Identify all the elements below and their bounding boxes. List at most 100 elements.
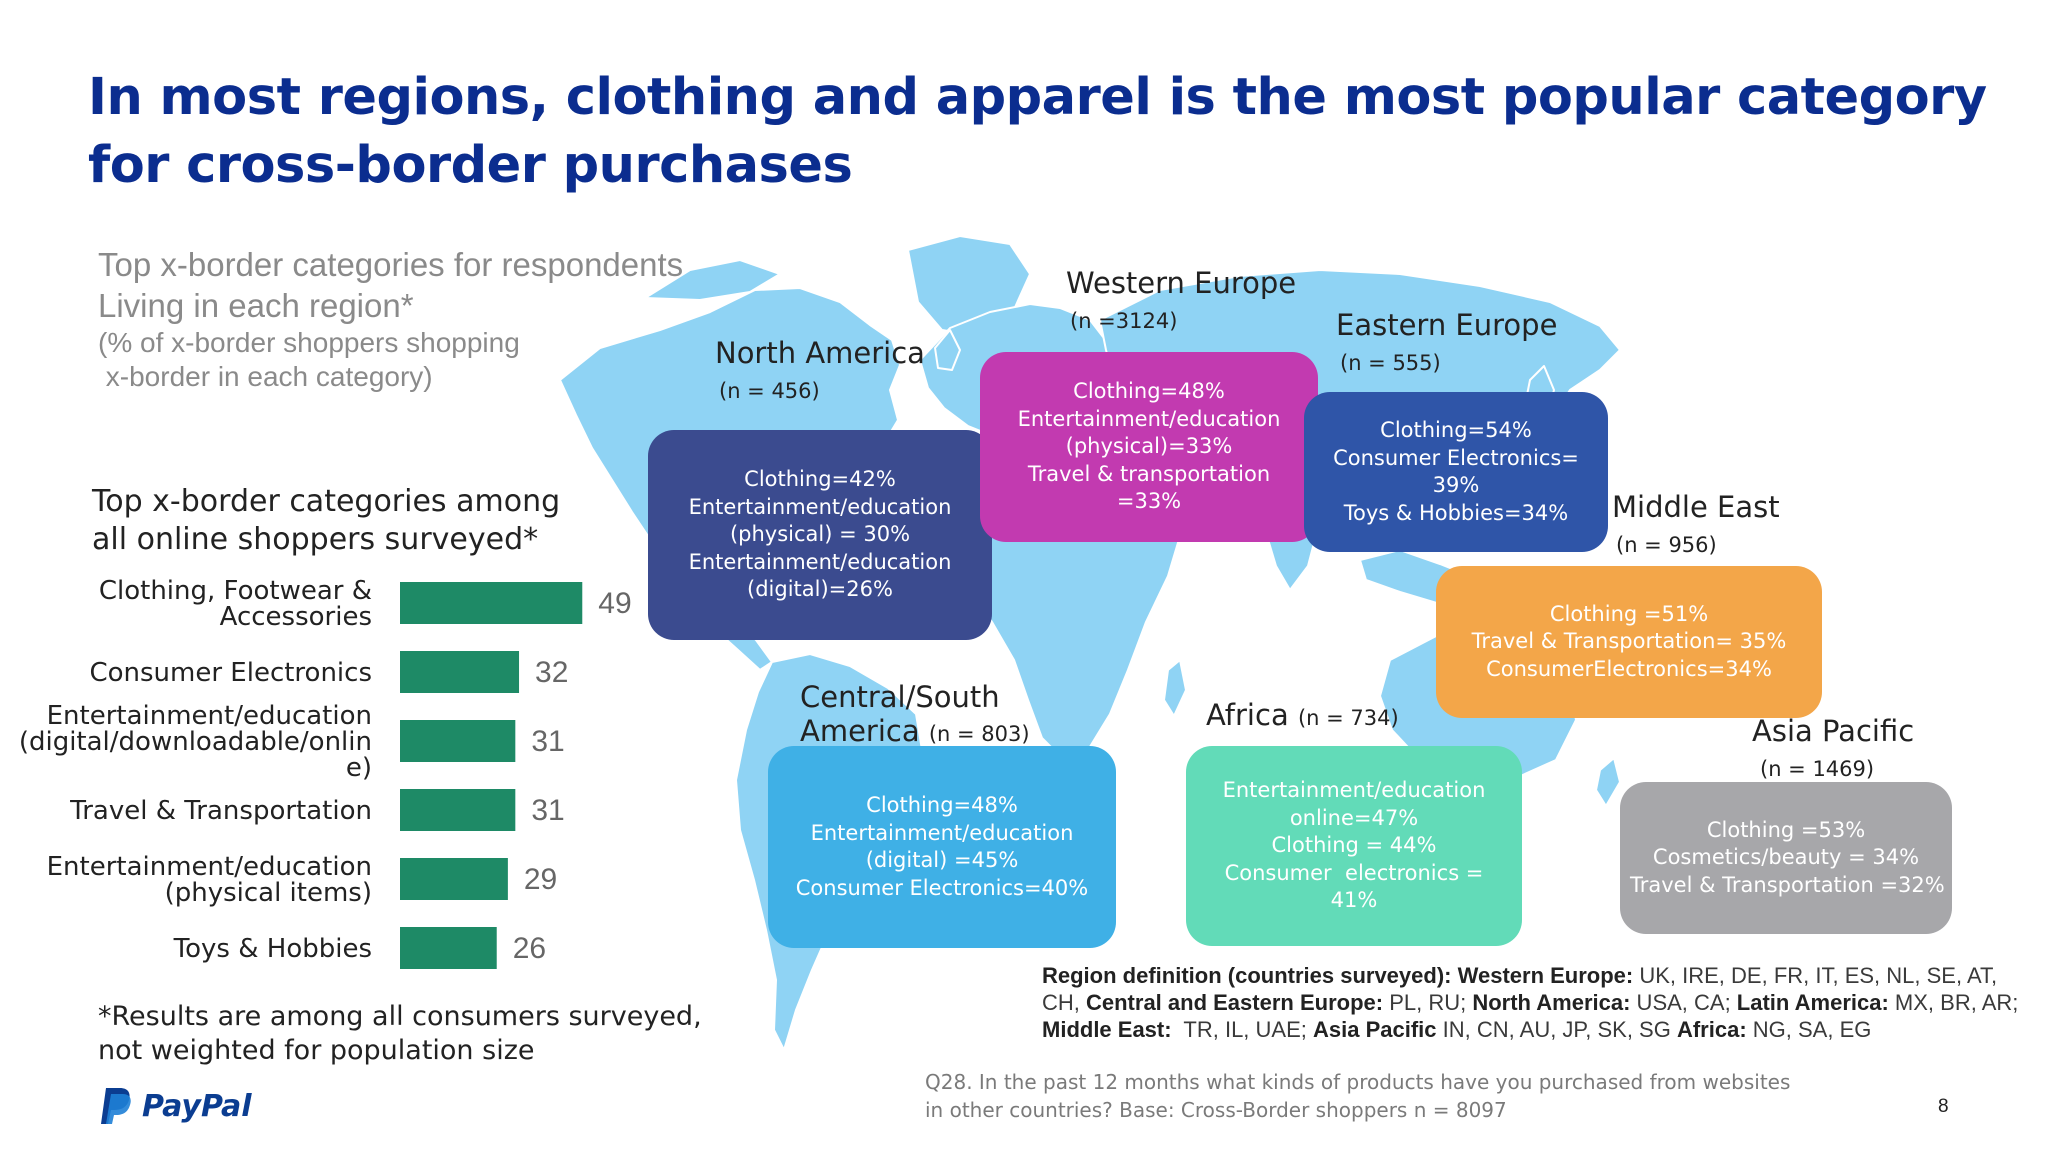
- category-label: Travel & Transportation: [69, 796, 372, 826]
- region-name: North America: [715, 336, 925, 370]
- region-box-line: =33%: [1116, 489, 1182, 514]
- region-sample-size: (n = 956): [1616, 533, 1717, 557]
- region-box-line: Cosmetics/beauty = 34%: [1652, 845, 1920, 870]
- region-label-western-europe: Western Europe (n =3124): [1066, 266, 1296, 336]
- bar-value-label: 26: [513, 932, 546, 965]
- region-sample-size: (n = 456): [719, 379, 820, 403]
- region-label-africa: Africa (n = 734): [1206, 698, 1399, 735]
- page-title: In most regions, clothing and apparel is…: [88, 64, 1988, 200]
- bar: [400, 789, 516, 831]
- region-definition: Region definition (countries surveyed): …: [1042, 962, 2032, 1043]
- region-box-line: (physical)=33%: [1065, 434, 1233, 459]
- bar: [400, 858, 508, 900]
- region-definition-text: IN, CN, AU, JP, SK, SG: [1436, 1017, 1677, 1042]
- footnote-line: not weighted for population size: [98, 1035, 535, 1066]
- region-definition-label: Asia Pacific: [1313, 1017, 1437, 1042]
- region-label-central-south-america: Central/South America (n = 803): [800, 680, 1030, 751]
- region-box-line: Consumer electronics =: [1224, 860, 1484, 885]
- region-box-line: 39%: [1432, 473, 1480, 497]
- region-definition-label: Western Europe:: [1457, 963, 1634, 988]
- region-sample-size: (n = 555): [1340, 351, 1441, 375]
- region-sample-size: (n = 734): [1297, 706, 1399, 730]
- region-definition-text: TR, IL, UAE;: [1171, 1017, 1313, 1042]
- region-box-line: online=47%: [1289, 805, 1419, 830]
- region-box-line: Entertainment/education: [810, 820, 1074, 845]
- region-label-middle-east: Middle East (n = 956): [1612, 490, 1780, 560]
- region-label-eastern-europe: Eastern Europe (n = 555): [1336, 308, 1557, 378]
- map-subtitle: Top x-border categories for respondents …: [98, 244, 683, 394]
- bar-value-label: 31: [531, 794, 564, 827]
- region-name: Asia Pacific: [1752, 714, 1915, 748]
- region-box-line: Entertainment/education: [688, 549, 952, 574]
- region-box-line: Clothing =53%: [1706, 817, 1866, 842]
- region-box-western-europe: Clothing=48% Entertainment/education (phys…: [980, 352, 1318, 542]
- region-box-line: (digital) =45%: [865, 848, 1019, 872]
- page-title-line: In most regions, clothing and apparel is…: [88, 68, 1987, 127]
- chart-title: Top x-border categories among all online…: [92, 483, 560, 559]
- region-sample-size: (n =3124): [1070, 309, 1178, 333]
- region-definition-text: UK, IRE, DE, FR, IT, ES, NL, SE, AT, CH,: [1042, 963, 1998, 1015]
- paypal-logo-text: PayPal: [142, 1088, 252, 1124]
- category-label: e): [346, 753, 372, 783]
- bar: [400, 927, 497, 969]
- region-definition-text: USA, CA;: [1630, 990, 1737, 1015]
- paypal-logo: PayPal: [100, 1086, 252, 1126]
- region-definition-text: MX, BR, AR;: [1888, 990, 2019, 1015]
- region-box-line: Travel & transportation: [1027, 461, 1271, 486]
- question-line: Q28. In the past 12 months what kinds of…: [925, 1070, 1791, 1094]
- region-box-line: Travel & Transportation= 35%: [1471, 629, 1787, 654]
- category-label: (digital/downloadable/onlin: [19, 727, 372, 757]
- bar-value-label: 32: [535, 656, 568, 689]
- region-box-line: Entertainment/education: [1222, 778, 1486, 803]
- region-definition-label: North America:: [1472, 990, 1631, 1015]
- region-box-africa: Entertainment/education online=47% Clothin…: [1186, 746, 1522, 946]
- bar: [400, 582, 583, 624]
- region-box-asia-pacific: Clothing =53% Cosmetics/beauty = 34% Trave…: [1620, 782, 1952, 934]
- region-box-central-south-america: Clothing=48% Entertainment/education (digi…: [768, 746, 1116, 948]
- region-box-line: ConsumerElectronics=34%: [1486, 656, 1772, 681]
- region-box-line: Clothing=48%: [1073, 379, 1225, 404]
- bar-value-label: 31: [531, 725, 564, 758]
- region-box-line: Clothing=54%: [1380, 418, 1532, 442]
- map-subtitle-line: Top x-border categories for respondents: [98, 246, 684, 283]
- region-definition-text: PL, RU;: [1383, 990, 1473, 1015]
- region-name: Central/South: [800, 680, 1000, 714]
- region-name: America (n = 803): [800, 714, 1030, 748]
- category-label: Clothing, Footwear &: [99, 576, 372, 606]
- bar-chart: 49 Clothing, Footwear &Accessories 32 Consu…: [19, 576, 632, 969]
- region-name: Eastern Europe: [1336, 308, 1558, 342]
- region-box-line: (digital)=26%: [747, 577, 893, 602]
- region-sample-size: (n = 1469): [1760, 757, 1875, 781]
- category-label: (physical items): [165, 878, 372, 908]
- map-subtitle-note: (% of x-border shoppers shopping: [98, 327, 520, 358]
- region-label-north-america: North America (n = 456): [715, 336, 925, 406]
- region-definition-label: Central and Eastern Europe:: [1086, 990, 1384, 1015]
- map-subtitle-line: Living in each region*: [98, 287, 414, 324]
- bar: [400, 720, 516, 762]
- region-box-line: Clothing = 44%: [1271, 833, 1437, 858]
- region-box-line: Clothing =51%: [1549, 601, 1709, 626]
- bar: [400, 651, 520, 693]
- paypal-logo-icon: [101, 1088, 131, 1124]
- category-label: Consumer Electronics: [89, 658, 372, 688]
- region-label-asia-pacific: Asia Pacific (n = 1469): [1752, 714, 1914, 784]
- page-title-line: for cross-border purchases: [88, 136, 853, 195]
- region-name: Middle East: [1612, 490, 1780, 524]
- region-box-north-america: Clothing=42% Entertainment/education (phys…: [648, 430, 992, 640]
- chart-title-line: all online shoppers surveyed*: [92, 522, 539, 557]
- footnote: *Results are among all consumers surveye…: [98, 1000, 702, 1068]
- category-label: Entertainment/education: [47, 852, 372, 882]
- region-definition-label: Middle East:: [1042, 1017, 1172, 1042]
- map-subtitle-note: x-border in each category): [98, 361, 433, 392]
- category-label: Entertainment/education: [47, 701, 372, 731]
- region-box-line: Clothing=42%: [744, 467, 896, 492]
- category-label: Toys & Hobbies: [173, 934, 372, 964]
- region-definition-label: Latin America:: [1736, 990, 1889, 1015]
- region-box-middle-east: Clothing =51% Travel & Transportation= 35…: [1436, 566, 1822, 718]
- region-definition-label: Region definition (countries surveyed):: [1042, 963, 1452, 988]
- region-box-line: Clothing=48%: [866, 793, 1018, 817]
- region-box-line: 41%: [1330, 888, 1378, 913]
- region-box-eastern-europe: Clothing=54% Consumer Electronics= 39% Toys…: [1304, 392, 1608, 552]
- chart-title-line: Top x-border categories among: [92, 484, 561, 519]
- region-box-line: Toys & Hobbies=34%: [1343, 500, 1569, 525]
